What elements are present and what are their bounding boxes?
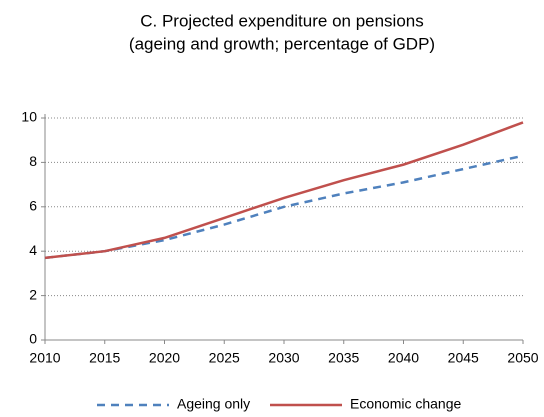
series-line [44, 154, 524, 260]
x-tick-label: 2020 [149, 350, 180, 366]
chart-subtitle: (ageing and growth; percentage of GDP) [129, 34, 435, 53]
y-tick-label: 8 [29, 153, 37, 169]
x-tick-label: 2040 [388, 350, 419, 366]
x-tick-label: 2030 [268, 350, 299, 366]
x-tick-label: 2010 [29, 350, 60, 366]
legend-label: Economic change [350, 396, 462, 412]
y-tick-label: 10 [21, 109, 37, 125]
x-tick-label: 2050 [507, 350, 538, 366]
legend-label: Ageing only [177, 396, 250, 412]
y-tick-label: 2 [29, 286, 37, 302]
y-tick-label: 6 [29, 198, 37, 214]
x-tick-label: 2015 [89, 350, 120, 366]
x-tick-label: 2035 [328, 350, 359, 366]
series-line [44, 121, 524, 260]
y-tick-label: 0 [29, 331, 37, 347]
x-tick-label: 2045 [448, 350, 479, 366]
y-tick-label: 4 [29, 242, 37, 258]
chart-title: C. Projected expenditure on pensions [140, 11, 424, 30]
x-tick-label: 2025 [209, 350, 240, 366]
